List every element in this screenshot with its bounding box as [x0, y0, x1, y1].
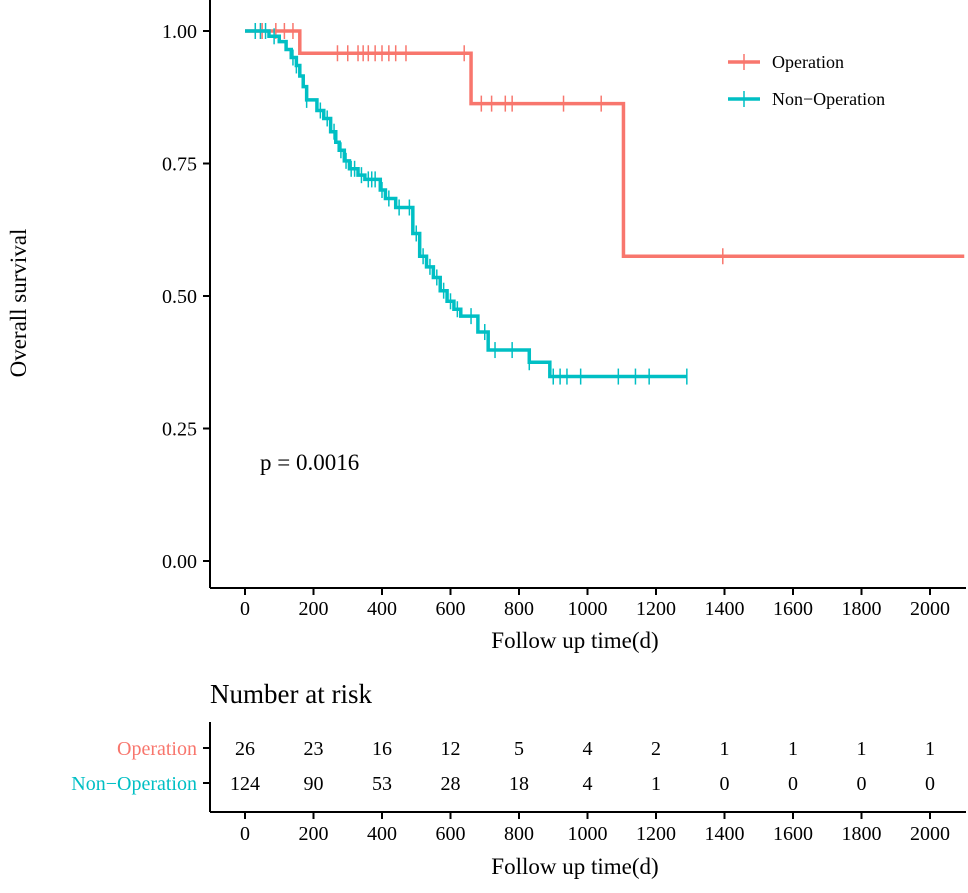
x-axis-title: Follow up time(d) — [491, 628, 658, 653]
x-tick-label: 0 — [240, 598, 250, 620]
risk-count-non-operation: 0 — [857, 773, 867, 795]
p-value-annotation: p = 0.0016 — [260, 450, 359, 475]
risk-count-operation: 1 — [788, 738, 798, 760]
risk-count-non-operation: 0 — [788, 773, 798, 795]
risk-count-operation: 2 — [651, 738, 661, 760]
operation-survival-curve — [245, 29, 965, 258]
risk-x-tick-label: 400 — [367, 823, 397, 845]
risk-x-tick-label: 1000 — [568, 823, 608, 845]
risk-count-non-operation: 18 — [509, 773, 529, 795]
y-axis-ticks: 0.00 0.25 0.50 0.75 1.00 — [162, 21, 210, 573]
risk-count-non-operation: 0 — [720, 773, 730, 795]
x-tick-label: 2000 — [910, 598, 950, 620]
risk-x-tick-label: 2000 — [910, 823, 950, 845]
risk-count-non-operation: 53 — [372, 773, 392, 795]
risk-table-x-ticks: 0 200 400 600 800 1000 1200 1400 1600 1800 2000 — [240, 812, 950, 845]
y-axis-title: Overall survival — [6, 229, 31, 378]
risk-count-operation: 5 — [514, 738, 524, 760]
x-tick-label: 800 — [504, 598, 534, 620]
y-tick-label: 1.00 — [162, 21, 197, 43]
y-tick-label: 0.25 — [162, 419, 197, 441]
risk-x-tick-label: 200 — [299, 823, 329, 845]
risk-x-tick-label: 600 — [436, 823, 466, 845]
risk-count-non-operation: 1 — [651, 773, 661, 795]
risk-table: Number at risk Operation 26 23 16 12 5 4 2 1 1 1 1 N… — [71, 679, 966, 879]
y-tick-label: 0.75 — [162, 154, 197, 176]
main-plot: 0.00 0.25 0.50 0.75 1.00 0 200 400 600 800 1000 12… — [6, 0, 966, 653]
risk-count-non-operation: 90 — [304, 773, 324, 795]
risk-count-non-operation: 0 — [925, 773, 935, 795]
risk-x-tick-label: 0 — [240, 823, 250, 845]
risk-x-tick-label: 1400 — [705, 823, 745, 845]
risk-count-non-operation: 4 — [583, 773, 593, 795]
risk-count-non-operation: 28 — [441, 773, 461, 795]
risk-count-operation: 1 — [925, 738, 935, 760]
risk-table-x-axis-title: Follow up time(d) — [491, 854, 658, 879]
x-tick-label: 1600 — [773, 598, 813, 620]
risk-count-operation: 12 — [441, 738, 461, 760]
risk-count-operation: 1 — [720, 738, 730, 760]
risk-count-operation: 26 — [235, 738, 255, 760]
x-tick-label: 1400 — [705, 598, 745, 620]
risk-table-title: Number at risk — [210, 679, 372, 709]
legend-non-operation-label: Non−Operation — [772, 89, 885, 109]
risk-row-label-operation: Operation — [117, 738, 197, 760]
y-tick-label: 0.00 — [162, 551, 197, 573]
legend-operation-label: Operation — [772, 52, 844, 72]
risk-count-operation: 16 — [372, 738, 392, 760]
y-tick-label: 0.50 — [162, 286, 197, 308]
x-tick-label: 1000 — [568, 598, 608, 620]
risk-x-tick-label: 800 — [504, 823, 534, 845]
risk-count-non-operation: 124 — [230, 773, 260, 795]
risk-count-operation: 23 — [304, 738, 324, 760]
x-tick-label: 600 — [436, 598, 466, 620]
risk-x-tick-label: 1200 — [636, 823, 676, 845]
x-tick-label: 200 — [299, 598, 329, 620]
risk-row-label-non-operation: Non−Operation — [71, 773, 197, 795]
non-operation-survival-curve — [245, 29, 687, 379]
x-tick-label: 1200 — [636, 598, 676, 620]
x-tick-label: 1800 — [842, 598, 882, 620]
risk-x-tick-label: 1800 — [842, 823, 882, 845]
x-tick-label: 400 — [367, 598, 397, 620]
legend: Operation Non−Operation — [728, 52, 885, 109]
risk-x-tick-label: 1600 — [773, 823, 813, 845]
risk-count-operation: 4 — [583, 738, 593, 760]
x-axis-ticks: 0 200 400 600 800 1000 1200 1400 1600 1800 2000 — [240, 588, 950, 620]
risk-count-operation: 1 — [857, 738, 867, 760]
risk-table-rows: Operation 26 23 16 12 5 4 2 1 1 1 1 Non−Operation 124… — [71, 738, 935, 795]
survival-curves — [245, 23, 965, 385]
